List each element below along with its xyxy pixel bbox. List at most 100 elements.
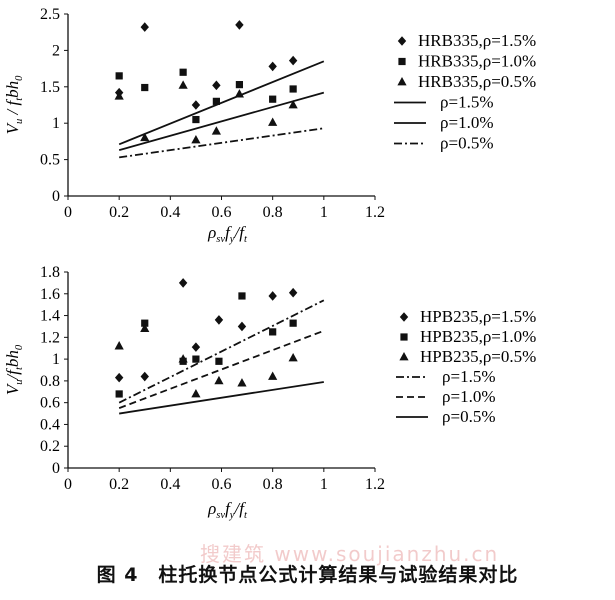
x-tick-label: 0.2 — [109, 204, 129, 221]
y-tick-label: 1.8 — [40, 264, 60, 281]
x-tick-label: 0.4 — [160, 476, 180, 493]
data-point — [192, 115, 200, 124]
y-axis-title: Vu / ftbh0 — [3, 75, 25, 135]
chart-canvas: 0 0.2 0.4 0.6 0.8 1 1.2 0 0.5 1 1.5 2 2.5 Vu / ftbh0 ρ… — [3, 6, 536, 521]
x-tick-label: 0.4 — [160, 204, 180, 221]
series-line — [119, 127, 324, 159]
data-point — [179, 68, 187, 76]
data-point — [191, 388, 201, 398]
data-point — [237, 321, 247, 332]
x-tick-label: 0 — [64, 204, 72, 221]
legend-label: ρ=1.0% — [440, 113, 493, 132]
legend: HPB235,ρ=1.5%HPB235,ρ=1.0%HPB235,ρ=0.5%ρ… — [396, 307, 536, 426]
data-point — [268, 61, 277, 72]
data-point — [215, 357, 223, 365]
data-point — [268, 371, 278, 380]
legend-entry: HRB335,ρ=0.5% — [397, 72, 536, 91]
data-point — [178, 80, 188, 89]
series-2 — [115, 292, 297, 398]
y-tick-label: 0 — [52, 460, 60, 477]
y-tick-label: 0.2 — [40, 438, 60, 455]
x-tick-label: 1.2 — [365, 476, 385, 493]
data-point — [114, 372, 124, 383]
chart-panel-1: 0 0.2 0.4 0.6 0.8 1 1.2 0 0.5 1 1.5 2 2.5 Vu / ftbh0 ρ… — [3, 6, 536, 245]
data-point — [268, 117, 278, 126]
data-point — [288, 100, 298, 109]
y-tick-label: 2.5 — [40, 6, 60, 23]
series-4 — [118, 299, 325, 404]
data-point — [214, 315, 224, 325]
x-tick-label: 0.8 — [263, 204, 283, 221]
series-line — [118, 91, 325, 152]
data-point — [140, 371, 149, 382]
legend-entry: ρ=0.5% — [394, 134, 493, 153]
figure-caption: 图 4 柱托换节点公式计算结果与试验结果对比 — [96, 564, 519, 586]
legend-label: HRB335,ρ=0.5% — [418, 72, 536, 91]
data-point — [235, 81, 244, 89]
series-line — [118, 60, 325, 146]
y-tick-label: 2 — [52, 42, 60, 59]
data-point — [114, 341, 124, 350]
y-tick-label: 0.6 — [40, 395, 60, 412]
legend-label: ρ=1.0% — [442, 387, 495, 406]
legend-entry: ρ=1.0% — [394, 113, 493, 132]
data-point — [115, 390, 123, 398]
data-point — [238, 292, 246, 300]
legend-label: ρ=1.5% — [440, 93, 493, 112]
legend-entry: HPB235,ρ=1.0% — [400, 327, 536, 346]
data-point — [212, 80, 221, 91]
data-point — [115, 72, 123, 80]
series-2 — [115, 68, 297, 124]
series-line — [118, 329, 325, 409]
series-3 — [114, 80, 298, 144]
x-axis-title: ρsvfy/ft — [207, 223, 248, 245]
series-line — [119, 381, 324, 415]
x-tick-label: 0.6 — [212, 476, 232, 493]
legend-entry: HRB335,ρ=1.0% — [398, 52, 536, 71]
x-tick-label: 0.2 — [109, 476, 129, 493]
legend-label: ρ=1.5% — [442, 367, 495, 386]
legend-label: HRB335,ρ=1.0% — [418, 52, 536, 71]
data-point — [191, 100, 201, 110]
legend-symbol — [398, 57, 406, 66]
x-tick-label: 1 — [320, 476, 328, 493]
data-point — [269, 95, 277, 103]
y-tick-label: 1 — [52, 351, 60, 368]
x-tick-label: 0.8 — [263, 476, 283, 493]
data-point — [192, 355, 200, 363]
watermark: 搜建筑 www.soujianzhu.cn — [200, 542, 500, 566]
y-tick-label: 0.8 — [40, 373, 60, 390]
legend-symbol — [397, 36, 407, 46]
data-point — [288, 55, 298, 66]
data-point — [237, 378, 247, 387]
y-tick-label: 0.5 — [40, 152, 60, 169]
series-1 — [114, 278, 298, 383]
data-point — [178, 354, 188, 363]
legend-label: ρ=0.5% — [442, 407, 495, 426]
data-point — [211, 126, 221, 135]
chart-panel-2: 0 0.2 0.4 0.6 0.8 1 1.2 0 0.2 0.4 0.6 0.8 1 1.2 1.4 1.6… — [3, 264, 536, 521]
data-point — [235, 20, 244, 30]
y-tick-label: 0 — [52, 188, 60, 205]
y-tick-label: 0.4 — [40, 416, 60, 433]
series-5 — [118, 91, 325, 152]
data-point — [288, 287, 298, 298]
series-5 — [118, 329, 325, 409]
legend-entry: HPB235,ρ=1.5% — [399, 307, 536, 326]
x-tick-label: 0.6 — [212, 204, 232, 221]
series-3 — [114, 323, 298, 398]
legend-label: HPB235,ρ=1.5% — [420, 307, 536, 326]
legend-label: ρ=0.5% — [440, 134, 493, 153]
data-point — [114, 91, 124, 100]
legend-entry: ρ=0.5% — [396, 407, 495, 426]
series-6 — [119, 381, 324, 415]
legend-label: HPB235,ρ=1.0% — [420, 327, 536, 346]
data-point — [269, 328, 277, 336]
data-point — [212, 97, 220, 105]
y-axis-title: Vu/ftbh0 — [3, 344, 25, 395]
data-point — [178, 278, 188, 288]
data-point — [140, 132, 150, 142]
y-tick-label: 1.5 — [40, 79, 60, 96]
data-point — [140, 22, 149, 32]
